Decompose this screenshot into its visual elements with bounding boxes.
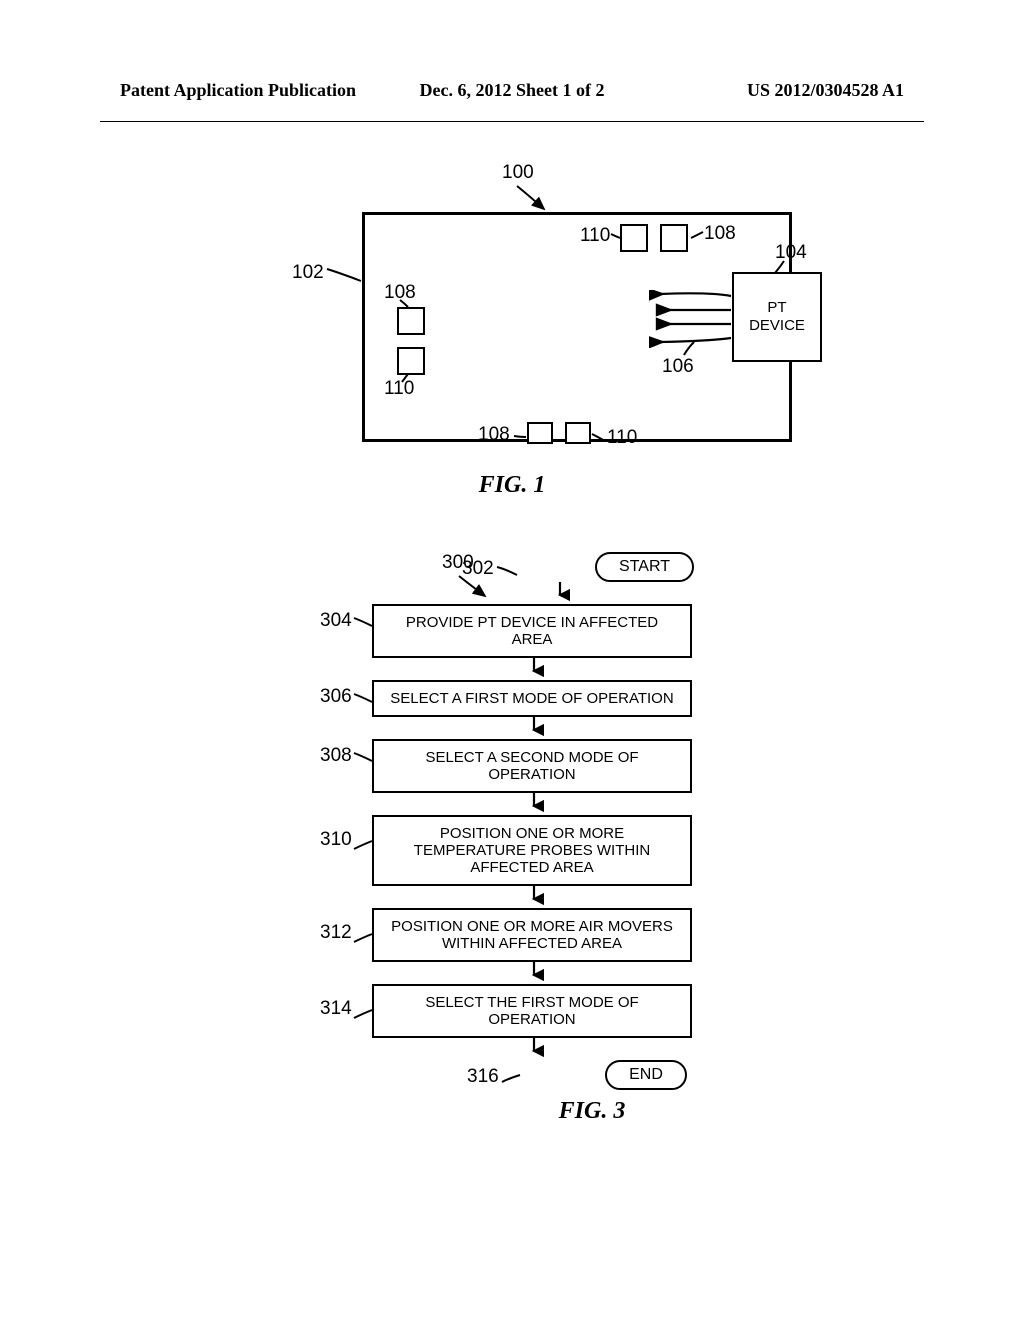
ref-100-label: 100 (502, 162, 534, 184)
step-row: 310 POSITION ONE OR MORE TEMPERATURE PROB… (252, 815, 772, 886)
step-row: 304 PROVIDE PT DEVICE IN AFFECTED AREA (252, 604, 772, 658)
process-box: SELECT A FIRST MODE OF OPERATION (372, 680, 692, 717)
step-row: 308 SELECT A SECOND MODE OF OPERATION (252, 739, 772, 793)
fig1-caption: FIG. 1 (212, 472, 812, 499)
step-num: 308 (320, 745, 352, 767)
step-row: 306 SELECT A FIRST MODE OF OPERATION (252, 680, 772, 717)
ref-302-leader (495, 565, 520, 579)
steps-container: 304 PROVIDE PT DEVICE IN AFFECTED AREA 306… (252, 604, 772, 1060)
ref-106-label: 106 (662, 356, 694, 378)
process-box: PROVIDE PT DEVICE IN AFFECTED AREA (372, 604, 692, 658)
header-right: US 2012/0304528 A1 (643, 80, 904, 101)
ref-102-leader (325, 267, 365, 287)
step-row: 312 POSITION ONE OR MORE AIR MOVERS WITHI… (252, 908, 772, 962)
fig3-caption: FIG. 3 (412, 1098, 772, 1125)
figure-3: 300 302 START 304PROVIDE PT DEVICE IN AF… (252, 552, 772, 1125)
ref-108-left-leader (398, 298, 412, 310)
box-left-108 (397, 307, 425, 335)
start-terminator: START (595, 552, 694, 582)
step-num: 310 (320, 829, 352, 851)
process-box: SELECT A SECOND MODE OF OPERATION (372, 739, 692, 793)
end-terminator: END (605, 1060, 687, 1090)
header-divider (100, 121, 924, 122)
pt-device-box: PTDEVICE (732, 272, 822, 362)
box-left-110 (397, 347, 425, 375)
step-num: 304 (320, 610, 352, 632)
ref-108-bottom: 108 (478, 424, 510, 446)
ref-110-top: 110 (580, 225, 610, 247)
step-num: 314 (320, 998, 352, 1020)
step-num: 306 (320, 686, 352, 708)
ref-302-label: 302 (462, 558, 494, 580)
ref-108-top: 108 (704, 223, 736, 245)
arrow-down (524, 717, 544, 739)
arrow-after-start (550, 582, 570, 604)
box-top-108 (660, 224, 688, 252)
ref-104-leader (772, 259, 797, 277)
step-leader (352, 1006, 374, 1022)
step-leader (352, 930, 374, 946)
box-bottom-110 (565, 422, 591, 444)
arrow-down (524, 658, 544, 680)
ref-110-bottom-leader (590, 432, 608, 444)
header-center: Dec. 6, 2012 Sheet 1 of 2 (381, 80, 642, 101)
ref-108-bottom-leader (512, 432, 528, 442)
ref-110-top-leader (609, 232, 623, 242)
arrow-down (524, 886, 544, 908)
figure-1: 100 102 PTDEVICE 104 106 110 108 108 110 (212, 162, 812, 502)
ref-316-label: 316 (467, 1066, 499, 1088)
ref-110-left-leader (400, 372, 414, 384)
process-box: SELECT THE FIRST MODE OF OPERATION (372, 984, 692, 1038)
box-bottom-108 (527, 422, 553, 444)
ref-102-label: 102 (292, 262, 324, 284)
header-left: Patent Application Publication (120, 80, 381, 101)
step-leader (352, 751, 374, 767)
ref-316-leader (500, 1072, 522, 1086)
arrow-down (524, 962, 544, 984)
page-header: Patent Application Publication Dec. 6, 2… (0, 0, 1024, 121)
arrow-down (524, 1038, 544, 1060)
ref-108-top-leader (689, 230, 705, 240)
step-leader (352, 692, 374, 708)
process-box: POSITION ONE OR MORE TEMPERATURE PROBES … (372, 815, 692, 886)
ref-106-leader (680, 340, 700, 358)
arrow-down (524, 793, 544, 815)
step-num: 312 (320, 922, 352, 944)
process-box: POSITION ONE OR MORE AIR MOVERS WITHIN A… (372, 908, 692, 962)
step-leader (352, 837, 374, 853)
ref-100-leader (512, 184, 552, 214)
step-leader (352, 616, 374, 632)
pt-device-label: PTDEVICE (749, 299, 805, 335)
step-row: 314 SELECT THE FIRST MODE OF OPERATION (252, 984, 772, 1038)
ref-110-bottom: 110 (607, 427, 637, 449)
box-top-110 (620, 224, 648, 252)
